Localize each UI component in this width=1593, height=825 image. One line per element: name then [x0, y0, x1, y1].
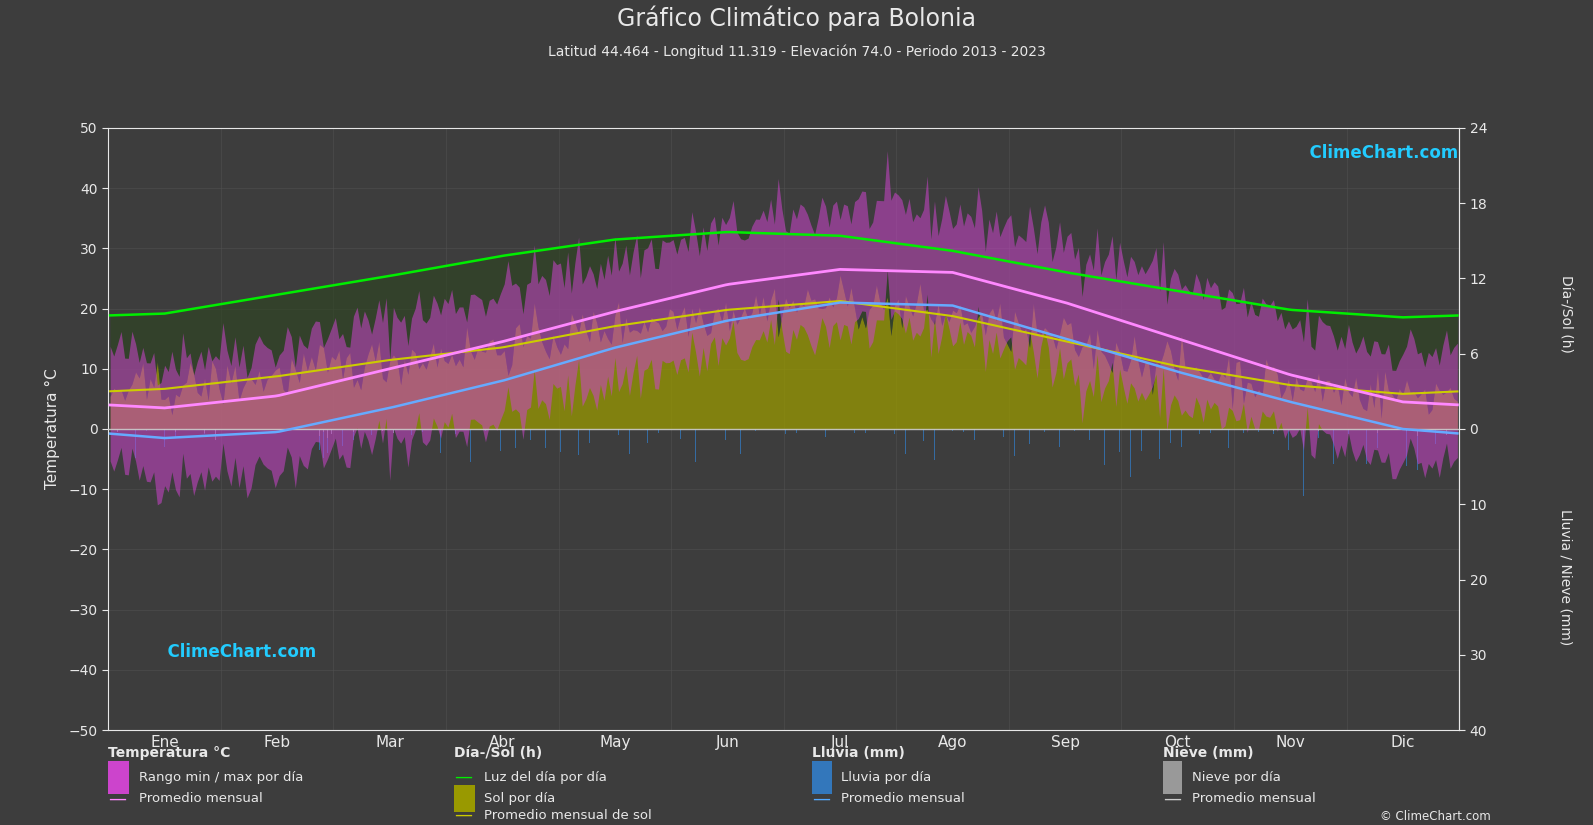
- Text: Día-/Sol (h): Día-/Sol (h): [1560, 275, 1572, 352]
- Text: Luz del día por día: Luz del día por día: [484, 771, 607, 784]
- Text: Lluvia / Nieve (mm): Lluvia / Nieve (mm): [1560, 509, 1572, 646]
- Text: —: —: [1163, 790, 1180, 808]
- Text: Latitud 44.464 - Longitud 11.319 - Elevación 74.0 - Periodo 2013 - 2023: Latitud 44.464 - Longitud 11.319 - Eleva…: [548, 45, 1045, 59]
- Text: Nieve por día: Nieve por día: [1192, 771, 1281, 784]
- Text: Lluvia (mm): Lluvia (mm): [812, 747, 905, 760]
- Text: —: —: [454, 768, 472, 786]
- Text: ClimeChart.com: ClimeChart.com: [156, 643, 317, 661]
- Text: Sol por día: Sol por día: [484, 792, 556, 805]
- Text: Nieve (mm): Nieve (mm): [1163, 747, 1254, 760]
- Text: Promedio mensual de sol: Promedio mensual de sol: [484, 808, 652, 822]
- Text: Lluvia por día: Lluvia por día: [841, 771, 932, 784]
- Text: Promedio mensual: Promedio mensual: [841, 792, 965, 805]
- Text: Día-/Sol (h): Día-/Sol (h): [454, 747, 542, 760]
- Text: Temperatura °C: Temperatura °C: [108, 747, 231, 760]
- Text: Gráfico Climático para Bolonia: Gráfico Climático para Bolonia: [616, 6, 977, 31]
- Y-axis label: Temperatura °C: Temperatura °C: [45, 369, 61, 489]
- Text: ClimeChart.com: ClimeChart.com: [1298, 144, 1459, 162]
- Text: —: —: [812, 790, 830, 808]
- Text: Promedio mensual: Promedio mensual: [1192, 792, 1316, 805]
- Text: —: —: [108, 790, 126, 808]
- Text: © ClimeChart.com: © ClimeChart.com: [1380, 810, 1491, 823]
- Text: —: —: [454, 806, 472, 824]
- Text: Rango min / max por día: Rango min / max por día: [139, 771, 303, 784]
- Text: Promedio mensual: Promedio mensual: [139, 792, 263, 805]
